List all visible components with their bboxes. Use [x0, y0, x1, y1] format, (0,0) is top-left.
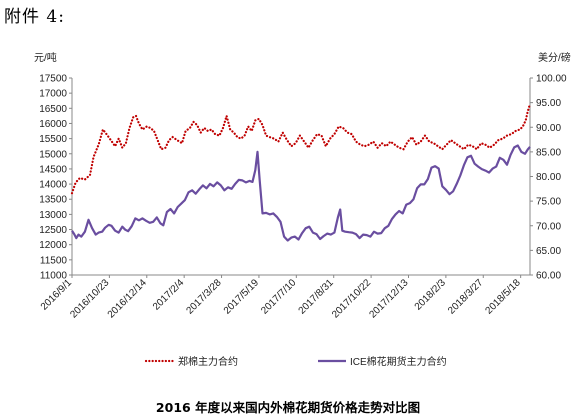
y-right-tick-label: 65.00: [536, 246, 561, 257]
y-left-tick-label: 14500: [39, 164, 67, 175]
y-left-unit-label: 元/吨: [34, 51, 57, 64]
y-right-tick-label: 90.00: [536, 123, 561, 134]
y-left-tick-label: 13000: [39, 210, 67, 221]
y-left-tick-label: 11000: [40, 271, 68, 282]
y-right-tick-label: 100.00: [536, 74, 567, 85]
x-tick-label: 2017/5/19: [222, 277, 262, 317]
x-tick-label: 2017/8/31: [297, 277, 337, 317]
y-right-tick-label: 95.00: [536, 98, 561, 109]
y-left-tick-label: 15500: [39, 134, 67, 145]
y-left-tick-label: 12000: [39, 240, 67, 251]
chart-caption: 2016 年度以来国内外棉花期货价格走势对比图: [155, 400, 421, 415]
x-tick-label: 2017/2/4: [151, 277, 187, 313]
y-right-tick-label: 85.00: [536, 147, 561, 158]
x-tick-label: 2017/3/28: [184, 277, 224, 317]
x-tick-label: 2018/3/27: [446, 277, 486, 317]
legend-label: ICE棉花期货主力合约: [350, 355, 447, 368]
series-line-ice-cotton: [71, 144, 531, 242]
y-right-tick-label: 75.00: [536, 197, 561, 208]
y-left-tick-label: 17500: [39, 74, 67, 85]
x-tick-label: 2017/10/22: [330, 277, 373, 320]
x-tick-label: 2016/12/14: [106, 277, 149, 320]
y-left-tick-label: 17000: [39, 89, 67, 100]
y-left-tick-label: 15000: [39, 149, 67, 160]
y-right-axis: 60.00 65.00 70.00 75.00 80.00 85.00 90.00 95.00…: [529, 74, 567, 282]
y-left-tick-label: 16000: [39, 119, 67, 130]
x-tick-label: 2016/9/1: [39, 277, 75, 313]
x-tick-label: 2017/12/13: [367, 277, 410, 320]
y-right-tick-label: 80.00: [536, 172, 561, 183]
x-tick-label: 2016/10/23: [68, 277, 111, 320]
legend-label: 郑棉主力合约: [178, 355, 238, 368]
y-left-tick-label: 12500: [39, 225, 67, 236]
y-right-tick-label: 70.00: [536, 221, 561, 232]
series-layer: [70, 102, 532, 242]
y-left-tick-label: 11500: [40, 255, 68, 266]
x-tick-label: 2018/2/3: [413, 277, 449, 313]
x-tick-label: 2017/7/10: [259, 277, 299, 317]
attachment-label: 附件 4:: [4, 7, 65, 27]
legend: 郑棉主力合约 ICE棉花期货主力合约: [144, 355, 447, 368]
y-left-axis: 11000 11500 12000 12500 13000 13500 14000 14500…: [39, 74, 73, 282]
series-line-zhengzhou-cotton: [70, 102, 532, 195]
y-left-tick-label: 16500: [39, 104, 67, 115]
y-right-tick-label: 60.00: [536, 271, 561, 282]
x-tick-label: 2018/5/18: [484, 277, 524, 317]
y-left-tick-label: 14000: [39, 180, 67, 191]
y-left-tick-label: 13500: [39, 195, 67, 206]
y-right-unit-label: 美分/磅: [538, 51, 571, 64]
